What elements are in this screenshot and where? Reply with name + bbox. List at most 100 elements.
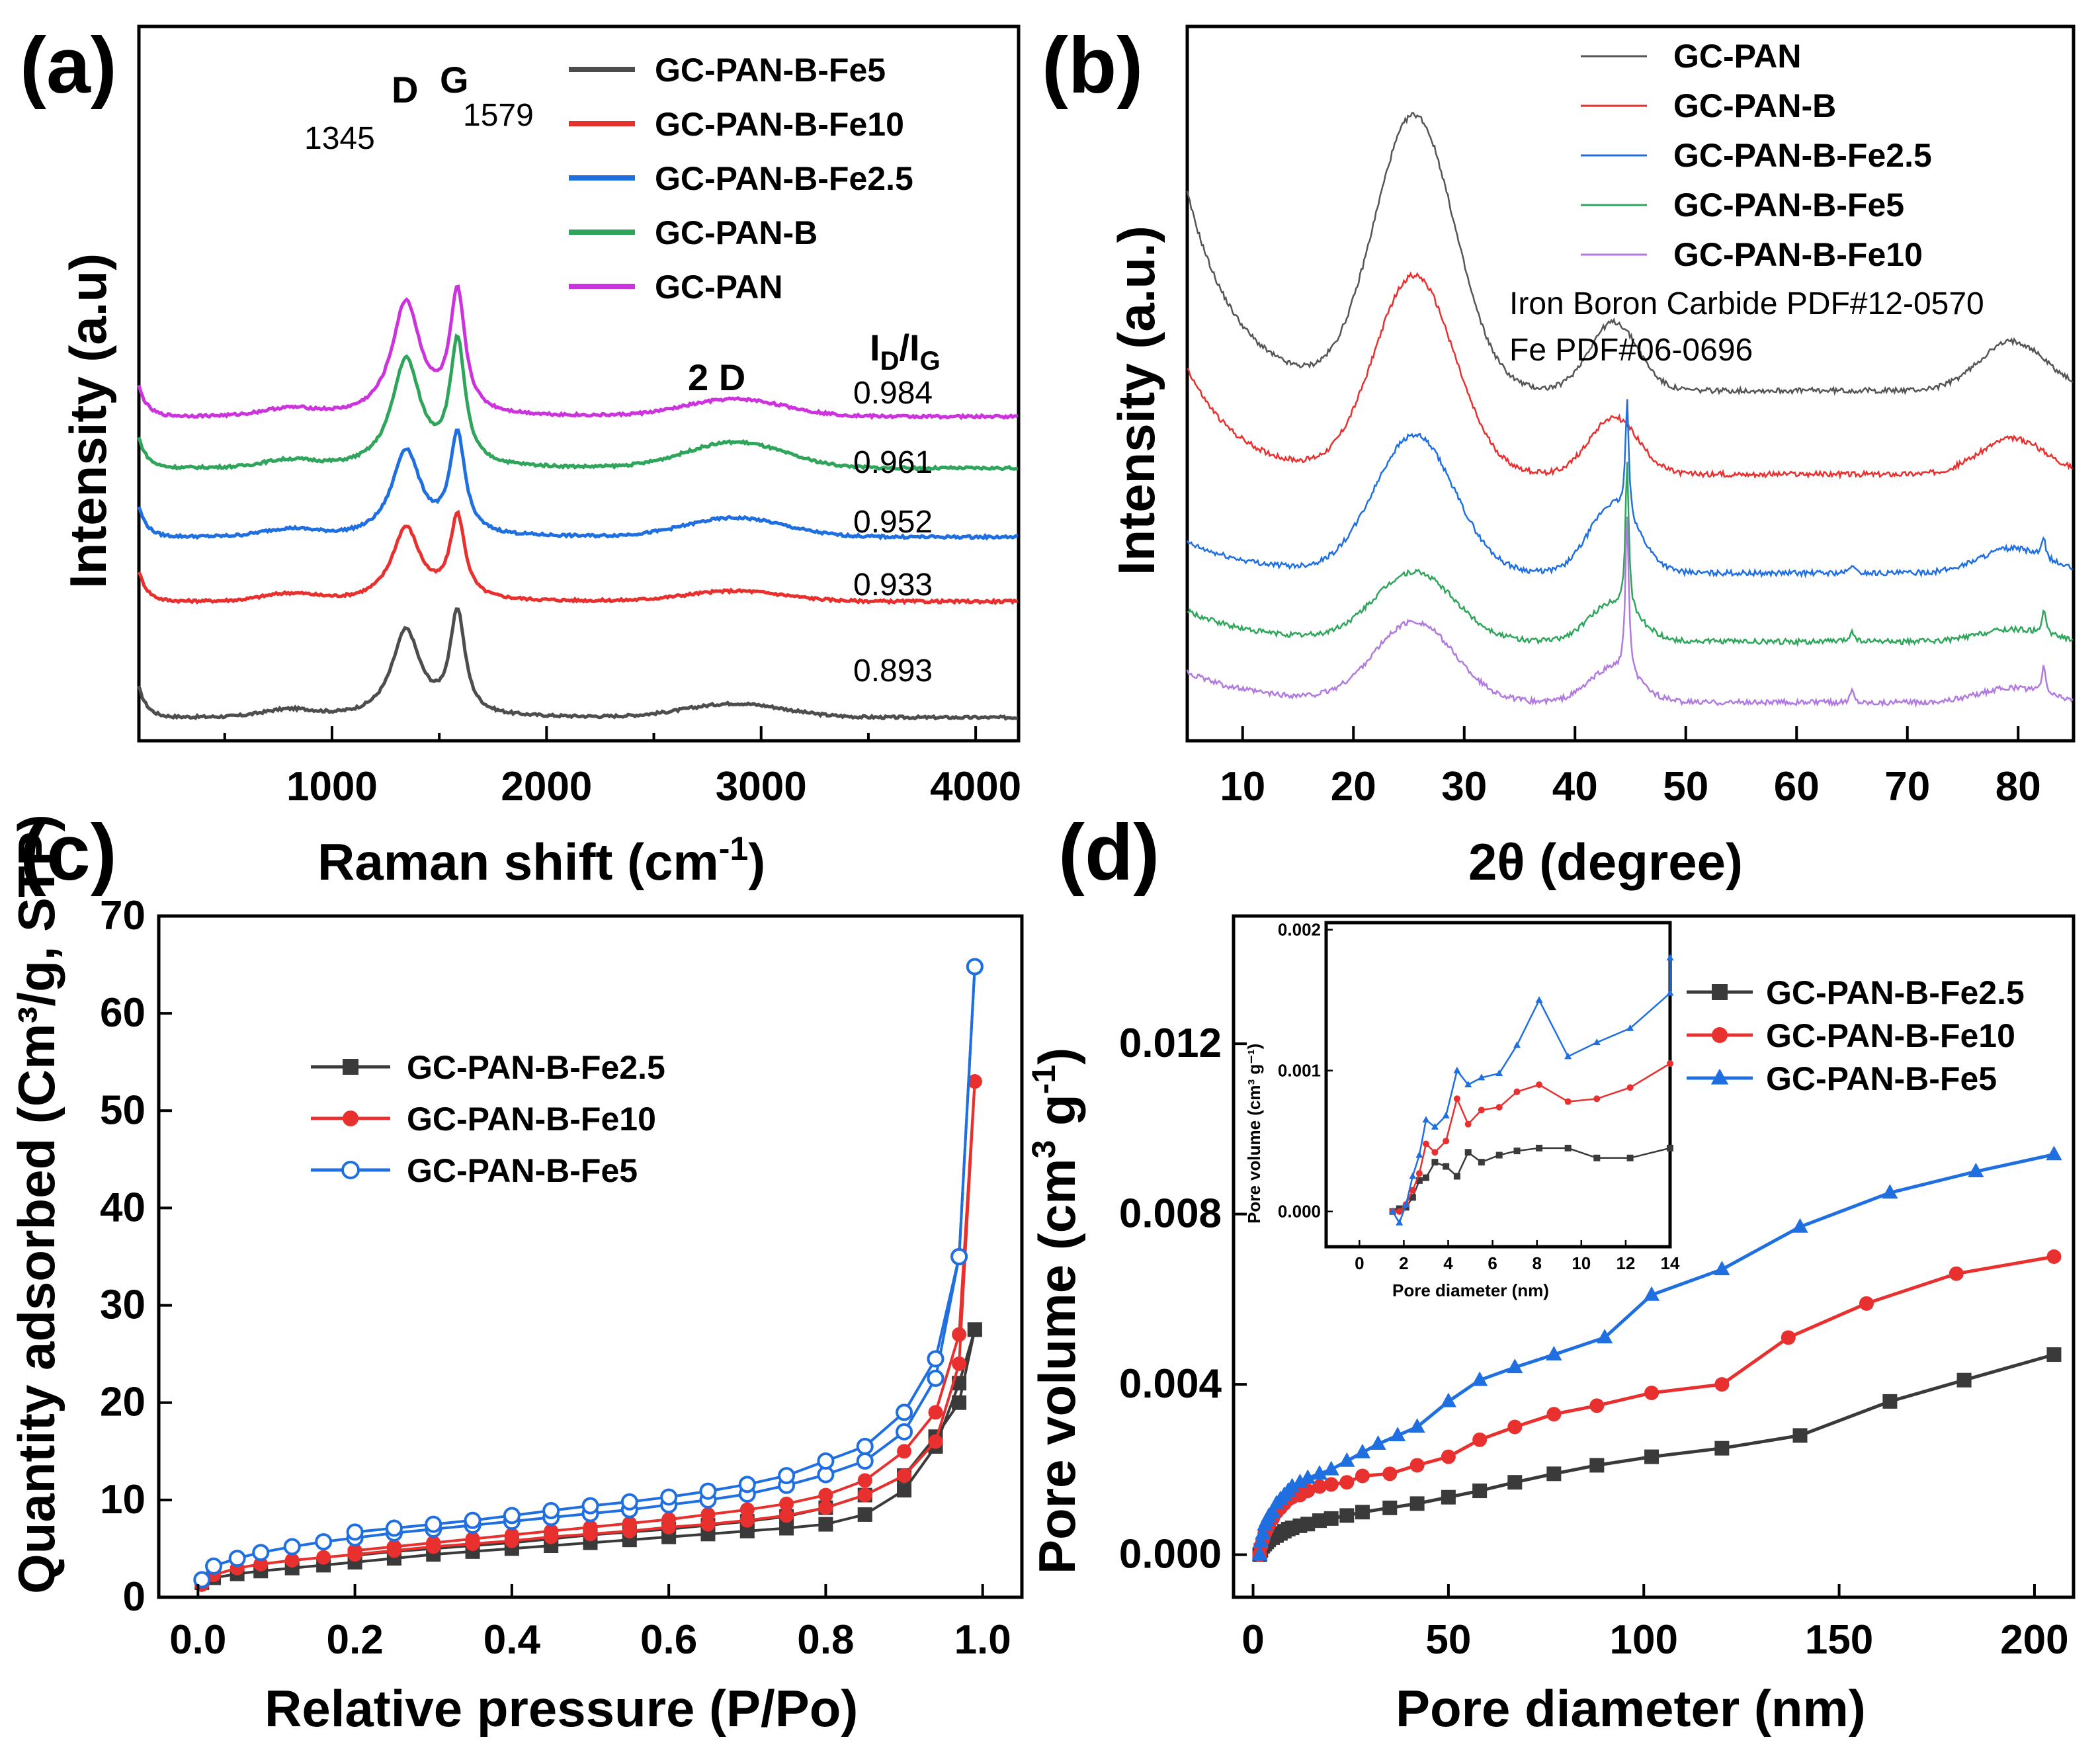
raman-x-ticks: 1000 2000 3000 4000 — [223, 726, 1021, 810]
isotherm-point — [952, 1356, 967, 1371]
isotherm-point — [897, 1444, 912, 1459]
inset-point — [1666, 954, 1674, 961]
isotherm-x-tick-label: 0.2 — [326, 1617, 383, 1663]
panel-label-c: (c) — [20, 808, 117, 897]
isotherm-y-tick-label: 10 — [100, 1477, 146, 1523]
pore-point — [1370, 1435, 1386, 1450]
inset-x-tick-label: 6 — [1488, 1253, 1497, 1273]
isotherm-y-tick-label: 0 — [123, 1574, 146, 1620]
pore-point — [1507, 1359, 1523, 1374]
pore-point — [1323, 1477, 1339, 1492]
raman-curve-gc-pan-b-fe2-5 — [137, 428, 1019, 541]
isotherm-point — [228, 1550, 246, 1568]
inset-point — [1431, 1159, 1439, 1166]
xrd-legend-label: GC-PAN-B-Fe2.5 — [1673, 137, 1932, 174]
inset-plot-frame — [1324, 921, 1672, 1249]
xrd-x-tick-label: 80 — [1995, 764, 2041, 810]
isotherm-point — [779, 1496, 794, 1511]
raman-legend: GC-PAN-B-Fe5 GC-PAN-B-Fe10 GC-PAN-B-Fe2.5 G… — [569, 52, 913, 306]
pore-curves — [1251, 1146, 2062, 1562]
pore-line-gc-pan-b-fe5 — [1258, 1153, 2055, 1555]
isotherm-point — [952, 1395, 967, 1410]
pore-point — [1355, 1468, 1370, 1484]
pore-point — [1644, 1386, 1659, 1400]
pore-point — [1472, 1484, 1488, 1499]
inset-point — [1453, 1066, 1461, 1073]
isotherm-point — [739, 1502, 755, 1517]
pore-y-axis-label: Pore volume (cm3 g-1) — [1025, 1048, 1086, 1574]
isotherm-point — [928, 1405, 943, 1420]
raman-y-axis-label: Intensity (a.u) — [59, 253, 117, 589]
pore-point — [1339, 1508, 1355, 1523]
pore-point — [1792, 1428, 1808, 1443]
pore-point — [1956, 1372, 1972, 1388]
raman-curve-gc-pan-b-fe5 — [137, 607, 1018, 721]
inset-point — [1593, 1154, 1601, 1161]
raman-legend-label: GC-PAN-B-Fe10 — [655, 106, 904, 143]
inset-point — [1389, 1207, 1397, 1214]
pore-point — [1859, 1296, 1874, 1311]
isotherm-point — [818, 1487, 833, 1503]
xrd-reference-iron-boron-carbide: Iron Boron Carbide PDF#12-0570 — [1509, 286, 1984, 321]
isotherm-point — [346, 1523, 364, 1541]
inset-point — [1409, 1187, 1416, 1194]
pore-legend-label: GC-PAN-B-Fe2.5 — [1766, 974, 2025, 1011]
isotherm-point — [700, 1507, 716, 1522]
inset-point — [1431, 1149, 1439, 1156]
isotherm-point — [386, 1539, 401, 1554]
inset-point — [1626, 1154, 1634, 1161]
inset-point — [1453, 1173, 1460, 1180]
raman-legend-label: GC-PAN — [655, 269, 783, 306]
raman-peak-g-position: 1579 — [463, 98, 534, 133]
pore-point — [1284, 1478, 1300, 1493]
xrd-curve-gc-pan-b — [1187, 271, 2073, 480]
pore-point — [1441, 1449, 1456, 1464]
pore-point — [1354, 1443, 1371, 1458]
inset-x-tick-label: 2 — [1399, 1253, 1408, 1273]
raman-ratio-labels: 0.893 0.933 0.952 0.961 0.984 — [853, 376, 933, 689]
xrd-x-tick-label: 40 — [1552, 764, 1598, 810]
isotherm-x-axis-label: Relative pressure (P/Po) — [265, 1679, 858, 1737]
xrd-x-axis-label: 2θ (degree) — [1468, 833, 1743, 891]
isotherm-point — [253, 1556, 269, 1571]
isotherm-legend-marker — [343, 1110, 358, 1126]
pore-point — [1255, 1525, 1271, 1540]
isotherm-y-tick-label: 20 — [100, 1380, 146, 1425]
isotherm-point — [193, 1571, 211, 1589]
inset-point — [1564, 1052, 1572, 1060]
xrd-chart: 10 20 30 40 50 60 70 80 2θ (degree) Intensity (… — [1107, 24, 2076, 891]
isotherm-point — [315, 1533, 333, 1551]
pore-point — [1409, 1418, 1425, 1433]
pore-point — [1311, 1465, 1328, 1480]
inset-x-tick-label: 4 — [1443, 1253, 1453, 1273]
inset-point — [1495, 1151, 1503, 1159]
pore-point — [1546, 1466, 1562, 1482]
raman-ratio-gc-pan: 0.984 — [853, 376, 933, 411]
isotherm-point — [504, 1527, 519, 1542]
isotherm-point — [966, 958, 984, 976]
inset-point — [1626, 1024, 1634, 1031]
inset-point — [1396, 1218, 1404, 1226]
inset-x-tick-label: 14 — [1661, 1253, 1680, 1273]
pore-point — [1472, 1371, 1488, 1386]
xrd-x-tick-label: 10 — [1220, 764, 1265, 810]
pore-y-tick-label: 0.008 — [1119, 1191, 1222, 1237]
xrd-legend: GC-PAN GC-PAN-B GC-PAN-B-Fe2.5 GC-PAN-B-Fe5… — [1581, 38, 1932, 273]
inset-point — [1593, 1038, 1601, 1046]
pore-point — [1339, 1475, 1355, 1490]
raman-ratio-gc-pan-b-fe10: 0.933 — [853, 567, 933, 603]
raman-peak-d-position: 1345 — [304, 121, 375, 156]
inset-point — [1478, 1107, 1485, 1114]
pore-point — [1589, 1398, 1605, 1413]
raman-x-tick-label: 4000 — [930, 764, 1021, 810]
isotherm-x-tick-label: 0.8 — [797, 1617, 854, 1663]
pore-y-tick-label: 0.000 — [1119, 1532, 1222, 1577]
pore-point — [1355, 1505, 1370, 1520]
inset-point — [1478, 1073, 1486, 1081]
pore-point — [1714, 1261, 1730, 1276]
isotherm-point — [284, 1553, 300, 1568]
isotherm-point — [927, 1350, 945, 1368]
inset-point — [1396, 1208, 1403, 1215]
